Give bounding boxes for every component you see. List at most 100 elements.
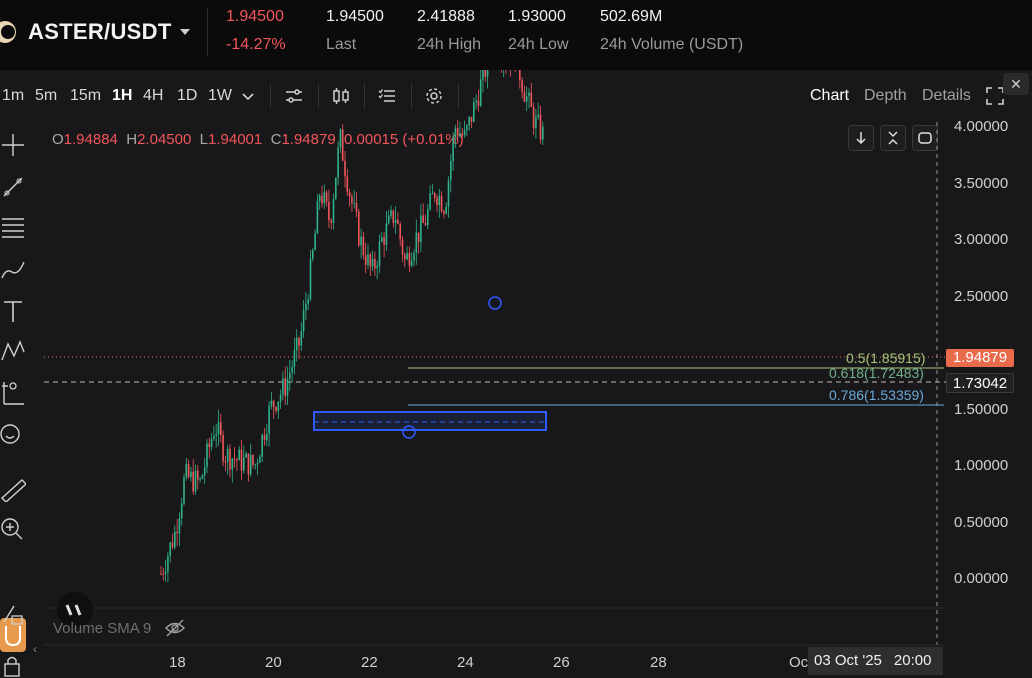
- ohlc-change: 0.00015 (+0.01%): [344, 131, 464, 148]
- timeframe-1m[interactable]: 1m: [2, 87, 25, 104]
- candle-body: [399, 223, 401, 240]
- ohlc-close-key: C: [270, 131, 282, 148]
- candle-body: [266, 434, 268, 441]
- close-icon[interactable]: ✕: [1003, 73, 1029, 95]
- tab-details[interactable]: Details: [922, 87, 971, 104]
- candle-body: [323, 192, 326, 204]
- tab-chart[interactable]: Chart: [810, 87, 850, 104]
- fib-anchor-low[interactable]: [402, 425, 416, 439]
- timeframe-4h[interactable]: 4H: [143, 87, 164, 104]
- candle-body: [231, 458, 234, 470]
- ruler-icon[interactable]: [0, 476, 26, 502]
- candle-body: [249, 454, 252, 475]
- pair-selector[interactable]: ASTER/USDT: [0, 14, 190, 50]
- candle-body: [245, 453, 247, 458]
- candle-body: [160, 573, 162, 575]
- candle-body: [197, 470, 199, 480]
- candle-body: [309, 258, 312, 300]
- emoji-icon[interactable]: [0, 420, 26, 446]
- scroll-down-button[interactable]: [848, 125, 874, 151]
- candle-body: [371, 258, 374, 267]
- zoom-in-icon[interactable]: [0, 516, 26, 542]
- indicator-settings-icon[interactable]: [284, 86, 304, 106]
- candle-body: [344, 160, 346, 177]
- price-axis-label: 1.50000: [954, 401, 1009, 418]
- candle-body: [233, 458, 236, 460]
- lock-drawing-icon[interactable]: [0, 600, 26, 626]
- candlestick-type-icon[interactable]: [331, 86, 351, 106]
- candle-body: [162, 573, 165, 575]
- reset-chart-button[interactable]: [912, 125, 938, 151]
- candle-body: [364, 255, 367, 265]
- ohlc-open: 1.94884: [63, 131, 118, 148]
- chevron-down-icon[interactable]: [179, 29, 190, 35]
- candle-body: [270, 400, 273, 406]
- current-price: 1.94500: [226, 8, 284, 25]
- support-zone-box[interactable]: [313, 411, 547, 431]
- timeframe-1h[interactable]: 1H: [112, 87, 133, 104]
- candle-body: [470, 116, 473, 122]
- candle-body: [482, 70, 484, 80]
- measure-icon[interactable]: [0, 380, 26, 406]
- candle-body: [454, 128, 457, 138]
- text-icon[interactable]: [0, 298, 26, 324]
- candle-body: [215, 434, 217, 437]
- stat-24h-high-value: 2.41888: [417, 8, 475, 25]
- candle-body: [378, 241, 381, 267]
- eye-off-icon[interactable]: [164, 618, 186, 638]
- lock-icon[interactable]: [0, 652, 26, 678]
- crosshair-time: 20:00: [893, 652, 932, 669]
- crosshair-icon[interactable]: [0, 132, 26, 158]
- candle-body: [447, 180, 450, 207]
- candle-body: [486, 70, 489, 77]
- candle-body: [289, 372, 291, 379]
- timeframe-1d[interactable]: 1D: [177, 87, 198, 104]
- candle-body: [337, 147, 339, 178]
- pattern-icon[interactable]: [0, 338, 26, 364]
- fib-lines-icon[interactable]: [0, 214, 26, 240]
- brush-icon[interactable]: [0, 256, 26, 282]
- candle-body: [254, 464, 257, 466]
- candle-body: [422, 215, 424, 223]
- toolbar-divider: [411, 84, 412, 108]
- price-chart[interactable]: [0, 70, 1032, 678]
- price-axis-label: 3.00000: [954, 231, 1009, 248]
- arrow-down-icon: [856, 132, 866, 145]
- candle-body: [519, 70, 521, 81]
- candle-body: [397, 219, 399, 224]
- timeframe-5m[interactable]: 5m: [35, 87, 58, 104]
- candle-body: [286, 378, 289, 396]
- toolbar-divider: [458, 84, 459, 108]
- candle-body: [240, 449, 243, 471]
- fib-anchor-high[interactable]: [488, 296, 502, 310]
- candle-body: [404, 254, 406, 260]
- candle-body: [433, 193, 436, 198]
- expand-tools-icon[interactable]: ‹: [33, 642, 37, 656]
- candle-body: [528, 92, 530, 97]
- gear-icon[interactable]: [424, 86, 444, 106]
- candle-body: [316, 200, 319, 234]
- chevron-down-icon[interactable]: [238, 86, 258, 106]
- candle-body: [392, 210, 395, 224]
- timeframe-15m[interactable]: 15m: [70, 87, 102, 104]
- candle-body: [424, 222, 427, 226]
- candle-body: [325, 192, 328, 202]
- timeframe-1w[interactable]: 1W: [208, 87, 232, 104]
- indicators-list-icon[interactable]: [377, 86, 397, 106]
- stat-last: 1.94500 Last: [326, 8, 384, 54]
- candle-body: [222, 434, 224, 462]
- candle-body: [456, 128, 459, 137]
- candle-body: [413, 253, 415, 261]
- date-axis-label: 26: [553, 654, 570, 671]
- trendline-icon[interactable]: [0, 174, 26, 200]
- collapse-button[interactable]: [880, 125, 906, 151]
- stat-24h-volume: 502.69M 24h Volume (USDT): [600, 8, 743, 54]
- candle-body: [247, 453, 250, 475]
- refresh-icon: [918, 132, 932, 144]
- candle-body: [190, 471, 192, 477]
- candle-body: [406, 253, 408, 260]
- crosshair-date-tag: 03 Oct '25 20:00: [808, 647, 943, 675]
- chart-panel[interactable]: 1m 5m 15m 1H 4H 1D 1W Chart Depth Detail…: [0, 70, 1032, 678]
- candle-body: [217, 422, 220, 435]
- tab-depth[interactable]: Depth: [864, 87, 907, 104]
